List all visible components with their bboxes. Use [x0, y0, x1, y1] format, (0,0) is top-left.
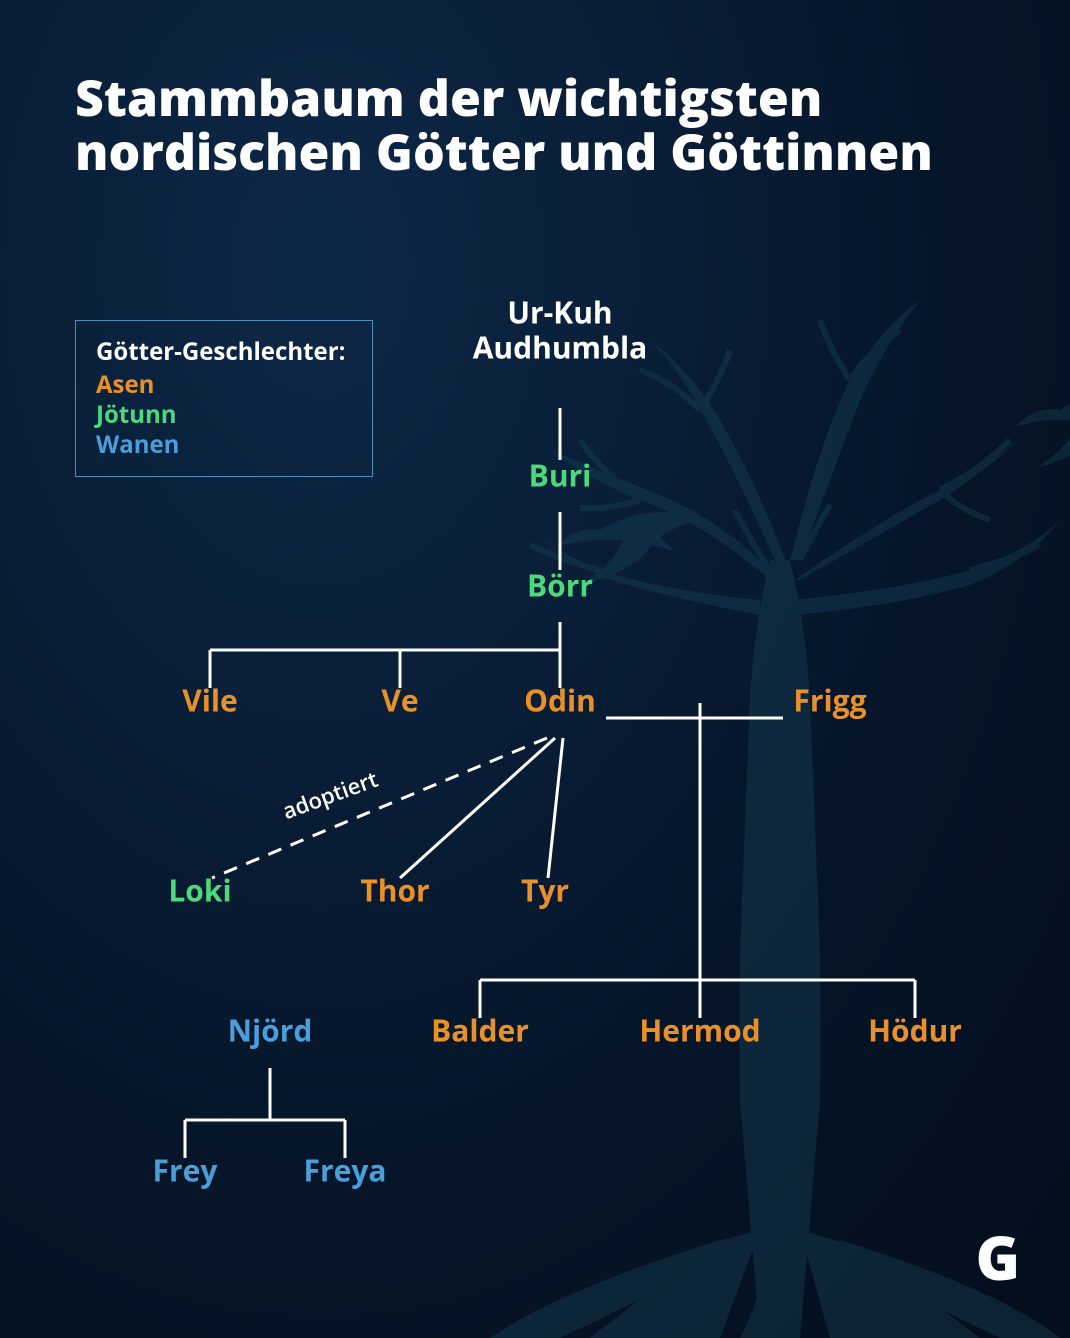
node-buri: Buri — [529, 455, 592, 496]
node-tyr: Tyr — [521, 870, 569, 911]
legend-item-wanen: Wanen — [96, 430, 352, 460]
node-freya: Freya — [304, 1150, 387, 1191]
legend-heading: Götter-Geschlechter: — [96, 335, 352, 368]
node-loki: Loki — [168, 870, 231, 911]
tree-lines — [0, 0, 1070, 1338]
logo-icon: G — [976, 1216, 1020, 1298]
node-hodur: Hödur — [868, 1010, 962, 1051]
page-title: Stammbaum der wichtigsten nordischen Göt… — [75, 70, 1010, 178]
node-frigg: Frigg — [793, 680, 866, 721]
node-frey: Frey — [153, 1150, 218, 1191]
legend-item-asen: Asen — [96, 370, 352, 400]
node-vile: Vile — [182, 680, 238, 721]
legend-item-jotunn: Jötunn — [96, 400, 352, 430]
node-audhumbla: Ur-KuhAudhumbla — [473, 296, 648, 365]
node-odin: Odin — [524, 680, 596, 721]
node-hermod: Hermod — [639, 1010, 760, 1051]
node-borr: Börr — [527, 565, 593, 606]
node-njord: Njörd — [228, 1010, 313, 1051]
node-balder: Balder — [431, 1010, 529, 1051]
node-thor: Thor — [360, 870, 429, 911]
legend-box: Götter-Geschlechter: Asen Jötunn Wanen — [75, 320, 373, 477]
node-ve: Ve — [381, 680, 418, 721]
